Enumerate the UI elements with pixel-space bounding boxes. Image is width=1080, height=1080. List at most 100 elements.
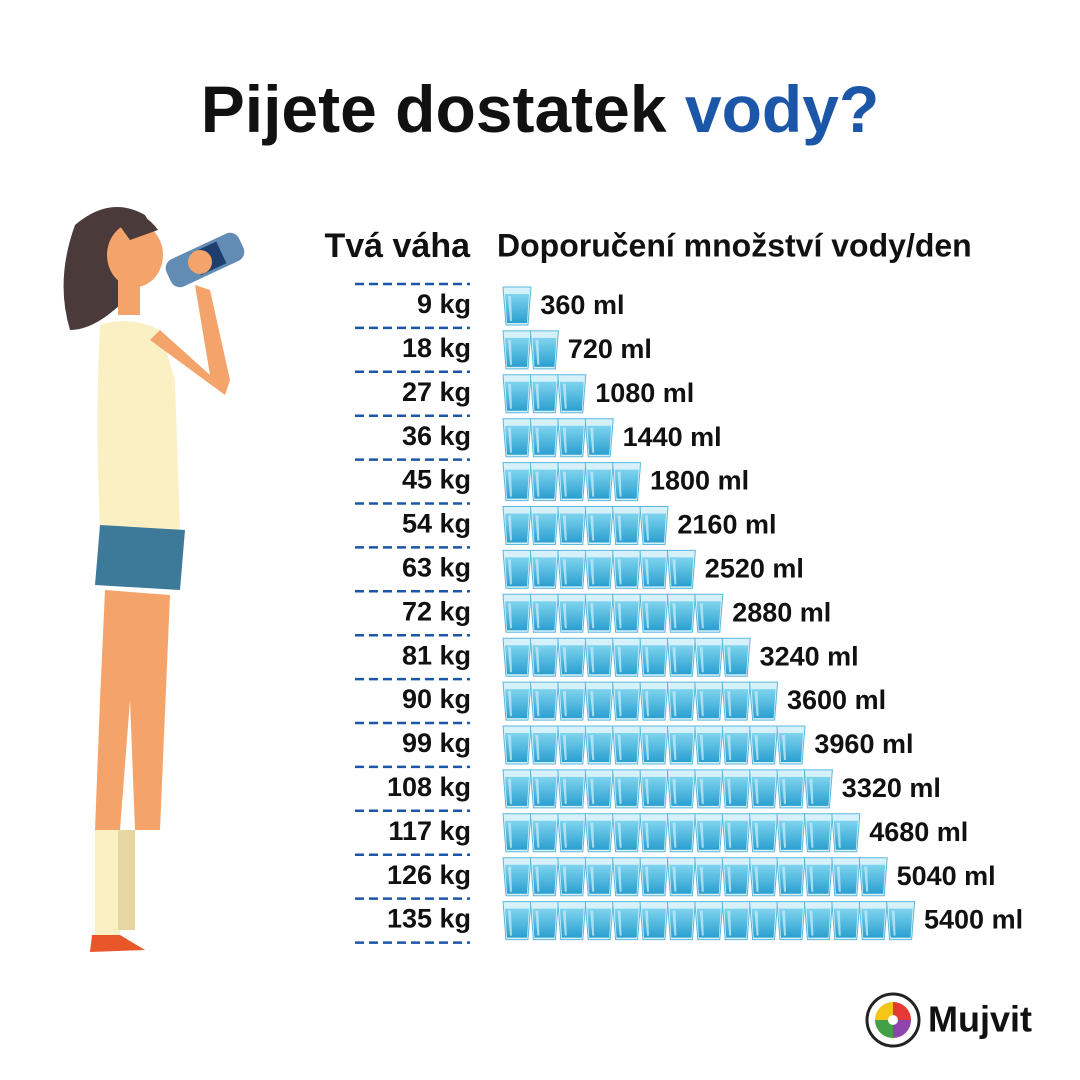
glass-shine — [864, 866, 869, 892]
glass-shine — [590, 691, 595, 717]
weight-label: 27 kg — [402, 377, 471, 407]
glass-shine — [699, 822, 704, 848]
glass — [529, 506, 559, 545]
glass — [749, 769, 779, 809]
glass — [749, 813, 779, 853]
glass-shine — [535, 471, 540, 497]
glass-shine — [535, 778, 540, 804]
glass — [721, 769, 751, 809]
glass-shine — [562, 910, 567, 936]
glass — [529, 462, 559, 502]
glass — [749, 725, 779, 765]
glass — [529, 418, 559, 458]
glass — [639, 593, 669, 633]
glass — [502, 286, 532, 326]
weight-label: 108 kg — [387, 772, 471, 802]
weight-label: 126 kg — [387, 860, 471, 890]
glass-shine — [782, 735, 786, 760]
glass — [557, 769, 587, 809]
weight-label: 45 kg — [402, 465, 471, 495]
glass-shine — [727, 735, 732, 760]
glass — [803, 769, 833, 809]
glass-shine — [617, 691, 622, 717]
glass — [502, 462, 532, 502]
glass-shine — [508, 515, 512, 541]
glass — [666, 857, 696, 897]
glass — [612, 593, 642, 633]
glass — [529, 681, 559, 721]
glass-shine — [864, 910, 869, 936]
glass — [502, 857, 532, 897]
glass — [666, 593, 696, 633]
glass — [776, 813, 806, 853]
glass-shine — [836, 910, 841, 936]
glass — [557, 725, 587, 765]
glass — [529, 901, 559, 941]
glass-shine — [672, 778, 677, 804]
glass-shine — [508, 296, 512, 321]
glass-shine — [891, 910, 896, 936]
glass — [502, 418, 532, 458]
glass — [639, 769, 669, 809]
glass — [803, 901, 833, 941]
glass-shine — [562, 866, 567, 892]
glass-shine — [590, 647, 595, 673]
glass — [502, 901, 532, 941]
weight-label: 9 kg — [417, 289, 471, 319]
glass — [557, 857, 587, 897]
glass — [721, 637, 751, 677]
glass — [639, 549, 669, 589]
glass-shine — [754, 691, 759, 717]
glass-shine — [590, 910, 595, 936]
weight-label: 135 kg — [387, 904, 471, 934]
amount-label: 3600 ml — [787, 685, 886, 715]
glass — [502, 593, 532, 633]
glass — [557, 901, 587, 941]
glass-shine — [562, 778, 567, 804]
glass-shine — [508, 866, 512, 892]
glass — [502, 330, 532, 370]
glass — [529, 330, 559, 370]
glass — [749, 857, 779, 897]
glass-shine — [645, 691, 649, 717]
glass-shine — [754, 866, 759, 892]
glass — [557, 418, 587, 458]
title-text: Pijete dostatek — [201, 72, 685, 146]
glass-shine — [645, 778, 649, 804]
glass — [584, 857, 614, 897]
glass — [612, 549, 642, 589]
glass-shine — [590, 778, 595, 804]
glass — [584, 462, 614, 502]
glass — [666, 681, 696, 721]
glass — [639, 506, 669, 545]
glass-shine — [699, 691, 704, 717]
title: Pijete dostatek vody? — [201, 72, 880, 146]
glass-shine — [590, 515, 595, 541]
glass — [584, 549, 614, 589]
glass — [557, 593, 587, 633]
glass — [694, 813, 724, 853]
amount-label: 5040 ml — [897, 861, 996, 891]
glass — [529, 857, 559, 897]
weight-label: 36 kg — [402, 421, 471, 451]
glass-shine — [617, 559, 622, 585]
glass-shine — [727, 691, 732, 717]
weight-label: 72 kg — [402, 596, 471, 626]
glass — [694, 725, 724, 765]
glass — [721, 725, 751, 765]
glass-shine — [590, 735, 595, 760]
glass — [612, 769, 642, 809]
glass — [666, 813, 696, 853]
glass-shine — [535, 515, 540, 541]
amount-label: 3240 ml — [760, 641, 859, 671]
glass — [584, 637, 614, 677]
weight-label: 90 kg — [402, 684, 471, 714]
glass-shine — [836, 822, 841, 848]
glass — [612, 506, 642, 545]
glass-shine — [617, 647, 622, 673]
glass — [557, 681, 587, 721]
glass-shine — [645, 822, 649, 848]
glass — [803, 857, 833, 897]
glass-shine — [590, 822, 595, 848]
glass-shine — [508, 427, 512, 453]
